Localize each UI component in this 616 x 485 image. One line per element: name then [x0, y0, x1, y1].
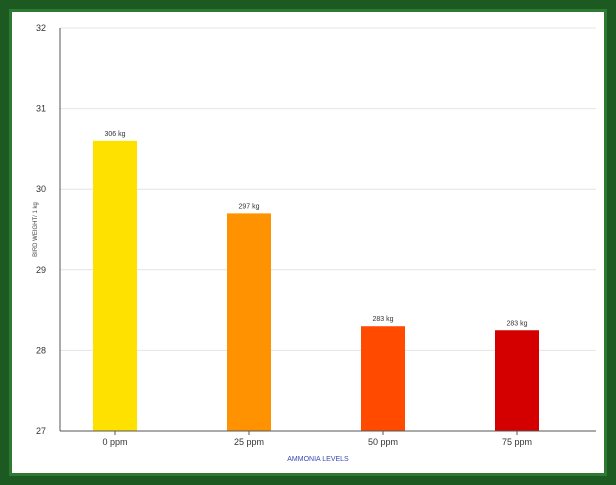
bar	[361, 326, 405, 431]
x-tick-label: 0 ppm	[102, 437, 127, 447]
bar-data-label: 306 kg	[104, 131, 125, 138]
x-tick-label: 25 ppm	[234, 437, 264, 447]
y-tick-label: 32	[36, 23, 46, 33]
y-tick-label: 30	[36, 184, 46, 194]
bar	[227, 213, 271, 431]
y-tick-label: 31	[36, 104, 46, 114]
x-axis-title: AMMONIA LEVELS	[287, 456, 349, 463]
bar-data-label: 283 kg	[372, 316, 393, 323]
y-tick-label: 29	[36, 265, 46, 275]
x-tick-label: 75 ppm	[502, 437, 532, 447]
y-tick-labels: 27 28 29 30 31 32	[36, 23, 46, 436]
bar	[495, 330, 539, 431]
data-labels: 306 kg 297 kg 283 kg 283 kg	[104, 131, 527, 327]
gridlines	[60, 27, 596, 351]
y-tick-label: 28	[36, 345, 46, 355]
bars	[93, 140, 539, 431]
x-tick-labels: 0 ppm 25 ppm 50 ppm 75 ppm	[102, 431, 532, 447]
y-axis-title: BIRD WEIGHT/ 1 kg	[33, 202, 39, 257]
x-tick-label: 50 ppm	[368, 437, 398, 447]
bar-data-label: 283 kg	[506, 320, 527, 327]
chart-inner-frame	[9, 9, 607, 476]
bar	[93, 140, 137, 431]
y-tick-label: 27	[36, 426, 46, 436]
bar-data-label: 297 kg	[238, 203, 259, 210]
